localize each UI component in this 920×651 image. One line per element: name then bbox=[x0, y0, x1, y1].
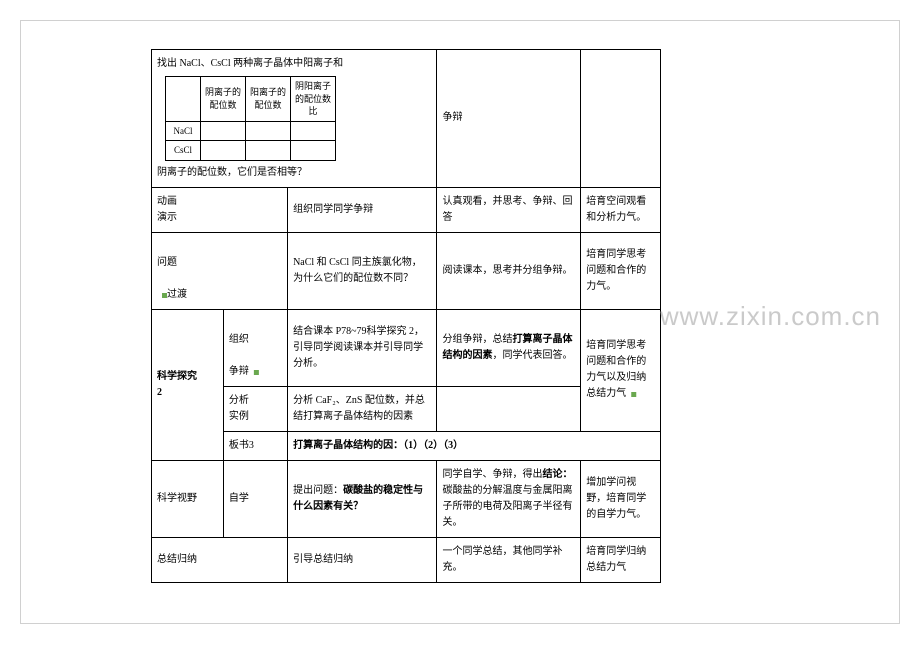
table-row: 动画 演示 组织同学同学争辩 认真观看，并思考、争辩、回答 培育空间观看和分析力… bbox=[152, 187, 661, 232]
text: 分组争辩，总结 bbox=[442, 334, 512, 345]
cell: 争辩 bbox=[437, 50, 581, 188]
document-page: www.zixin.com.cn 找出 NaCl、CsCl 两种离子晶体中阳离子… bbox=[20, 20, 900, 624]
inner-cell bbox=[291, 121, 336, 141]
cell: 板书3 bbox=[223, 431, 287, 460]
marker-icon: ▗ bbox=[157, 289, 167, 300]
section-label: 科学探究 2 bbox=[152, 309, 224, 460]
lesson-plan-table: 找出 NaCl、CsCl 两种离子晶体中阳离子和 阴离子的配位数 阳离子的配位数… bbox=[151, 49, 661, 583]
label: 过渡 bbox=[167, 289, 187, 300]
cell bbox=[437, 386, 581, 431]
cell: 组织同学同学争辩 bbox=[288, 187, 437, 232]
text: 同学自学、争辩，得出 bbox=[442, 469, 542, 480]
cell: 科学视野 bbox=[152, 460, 224, 537]
inner-caption: 找出 NaCl、CsCl 两种离子晶体中阳离子和 bbox=[157, 56, 431, 72]
cell: 动画 演示 bbox=[152, 187, 288, 232]
text: 碳酸盐的分解温度与金属阳离子所带的电荷及阳离子半径有关。 bbox=[442, 485, 572, 528]
cell bbox=[581, 50, 661, 188]
inner-cell bbox=[201, 141, 246, 161]
cell: 提出问题：碳酸盐的稳定性与什么因素有关？ bbox=[288, 460, 437, 537]
label: 组织 bbox=[229, 334, 249, 345]
watermark: www.zixin.com.cn bbox=[660, 301, 881, 332]
text: ，同学代表回答。 bbox=[492, 350, 572, 361]
cell: 分析 CaF₂、ZnS 配位数，并总结打算离子晶体结构的因素 bbox=[288, 386, 437, 431]
cell: 培育同学归纳总结力气 bbox=[581, 537, 661, 582]
table-row: 板书3 打算离子晶体结构的因：（1）（2）（3） bbox=[152, 431, 661, 460]
table-row: 找出 NaCl、CsCl 两种离子晶体中阳离子和 阴离子的配位数 阳离子的配位数… bbox=[152, 50, 661, 188]
inner-r: NaCl bbox=[166, 121, 201, 141]
inner-h: 阳离子的配位数 bbox=[246, 77, 291, 122]
table-row: 问题 ▗过渡 NaCl 和 CsCl 同主族氯化物，为什么它们的配位数不同？ 阅… bbox=[152, 232, 661, 309]
inner-cell bbox=[291, 141, 336, 161]
cell: 分组争辩，总结打算离子晶体结构的因素，同学代表回答。 bbox=[437, 309, 581, 386]
inner-r: CsCl bbox=[166, 141, 201, 161]
inner-h: 阴离子的配位数 bbox=[201, 77, 246, 122]
coordination-table: 阴离子的配位数 阳离子的配位数 阴阳离子的配位数比 NaCl CsCl bbox=[165, 76, 336, 161]
cell: 引导总结归纳 bbox=[288, 537, 437, 582]
cell: 结合课本 P78~79科学探究 2，引导同学阅读课本并引导同学分析。 bbox=[288, 309, 437, 386]
cell: 培育同学思考问题和合作的力气以及归纳总结力气▗ bbox=[581, 309, 661, 431]
cell: 一个同学总结，其他同学补充。 bbox=[437, 537, 581, 582]
cell: 总结归纳 bbox=[152, 537, 288, 582]
table-row: 科学视野 自学 提出问题：碳酸盐的稳定性与什么因素有关？ 同学自学、争辩，得出结… bbox=[152, 460, 661, 537]
cell: 问题 ▗过渡 bbox=[152, 232, 288, 309]
inner-footer: 阴离子的配位数，它们是否相等？ bbox=[157, 165, 431, 181]
inner-cell bbox=[246, 141, 291, 161]
inner-cell bbox=[246, 121, 291, 141]
marker-icon: ▗ bbox=[626, 388, 636, 399]
cell: 增加学问视野，培育同学的自学力气。 bbox=[581, 460, 661, 537]
cell: 打算离子晶体结构的因：（1）（2）（3） bbox=[288, 431, 661, 460]
cell: 同学自学、争辩，得出结论： 碳酸盐的分解温度与金属阳离子所带的电荷及阳离子半径有关… bbox=[437, 460, 581, 537]
bold-text: 结论： bbox=[542, 469, 572, 480]
cell: 自学 bbox=[223, 460, 287, 537]
label: 争辩 bbox=[229, 366, 249, 377]
marker-icon: ▗ bbox=[249, 366, 259, 377]
cell-inner-wrap: 找出 NaCl、CsCl 两种离子晶体中阳离子和 阴离子的配位数 阳离子的配位数… bbox=[152, 50, 437, 188]
cell: 阅读课本，思考并分组争辩。 bbox=[437, 232, 581, 309]
cell: 培育空间观看和分析力气。 bbox=[581, 187, 661, 232]
cell: 培育同学思考问题和合作的力气。 bbox=[581, 232, 661, 309]
cell: 认真观看，并思考、争辩、回答 bbox=[437, 187, 581, 232]
inner-cell bbox=[201, 121, 246, 141]
inner-blank bbox=[166, 77, 201, 122]
table-row: 科学探究 2 组织 争辩▗ 结合课本 P78~79科学探究 2，引导同学阅读课本… bbox=[152, 309, 661, 386]
cell: NaCl 和 CsCl 同主族氯化物，为什么它们的配位数不同？ bbox=[288, 232, 437, 309]
cell: 分析 实例 bbox=[223, 386, 287, 431]
table-row: 总结归纳 引导总结归纳 一个同学总结，其他同学补充。 培育同学归纳总结力气 bbox=[152, 537, 661, 582]
text: 提出问题： bbox=[293, 485, 343, 496]
cell: 组织 争辩▗ bbox=[223, 309, 287, 386]
inner-h: 阴阳离子的配位数比 bbox=[291, 77, 336, 122]
text: 培育同学思考问题和合作的力气以及归纳总结力气 bbox=[586, 340, 646, 399]
label: 问题 bbox=[157, 257, 177, 268]
